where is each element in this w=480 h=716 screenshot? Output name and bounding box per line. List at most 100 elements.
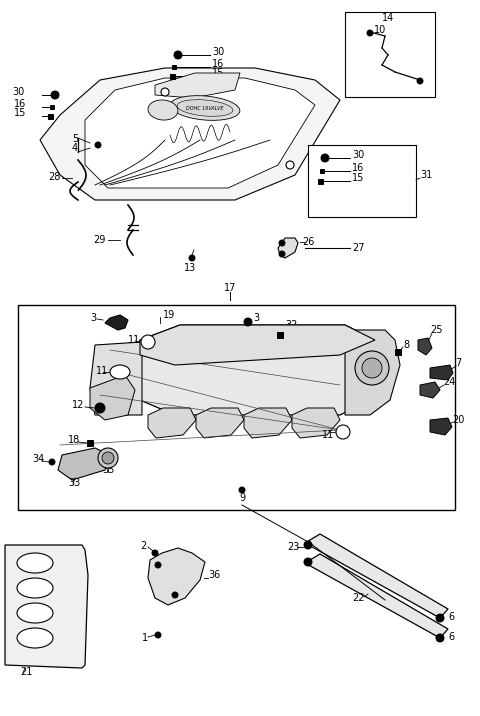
Text: 30: 30 xyxy=(212,47,224,57)
Polygon shape xyxy=(420,382,440,398)
Circle shape xyxy=(362,358,382,378)
Circle shape xyxy=(174,51,182,59)
Text: 25: 25 xyxy=(430,325,443,335)
Bar xyxy=(18,305,455,510)
Text: 17: 17 xyxy=(224,283,236,293)
Circle shape xyxy=(367,30,373,36)
Text: 12: 12 xyxy=(72,400,84,410)
Text: 16: 16 xyxy=(212,59,224,69)
Polygon shape xyxy=(40,68,340,200)
Text: 11: 11 xyxy=(322,430,334,440)
Circle shape xyxy=(279,251,285,257)
Text: 33: 33 xyxy=(68,478,80,488)
Text: 15: 15 xyxy=(352,173,364,183)
Text: 10: 10 xyxy=(374,25,386,35)
Text: 11: 11 xyxy=(96,366,108,376)
Text: 4: 4 xyxy=(72,143,78,153)
Text: 31: 31 xyxy=(420,170,432,180)
Circle shape xyxy=(304,558,312,566)
Ellipse shape xyxy=(17,603,53,623)
Polygon shape xyxy=(244,408,292,438)
Polygon shape xyxy=(345,330,400,415)
Circle shape xyxy=(417,78,423,84)
Text: 18: 18 xyxy=(68,435,80,445)
Text: 26: 26 xyxy=(302,237,314,247)
Polygon shape xyxy=(278,238,298,258)
Text: 14: 14 xyxy=(382,13,394,23)
Ellipse shape xyxy=(17,628,53,648)
Circle shape xyxy=(141,335,155,349)
Ellipse shape xyxy=(17,578,53,598)
Text: 34: 34 xyxy=(32,454,44,464)
Bar xyxy=(169,74,175,79)
Text: 6: 6 xyxy=(448,632,454,642)
Text: 36: 36 xyxy=(208,570,220,580)
Text: 13: 13 xyxy=(184,263,196,273)
Polygon shape xyxy=(155,73,240,98)
Polygon shape xyxy=(90,375,135,420)
Circle shape xyxy=(279,240,285,246)
Text: 21: 21 xyxy=(20,667,32,677)
Circle shape xyxy=(244,318,252,326)
Bar xyxy=(48,114,52,119)
Polygon shape xyxy=(105,315,128,330)
Polygon shape xyxy=(148,408,196,438)
Circle shape xyxy=(155,632,161,638)
Polygon shape xyxy=(140,325,375,365)
Ellipse shape xyxy=(177,100,233,116)
Polygon shape xyxy=(292,408,340,438)
Text: 24: 24 xyxy=(443,377,456,387)
Polygon shape xyxy=(140,325,375,415)
Text: 3: 3 xyxy=(90,313,96,323)
Text: 22: 22 xyxy=(352,593,364,603)
Circle shape xyxy=(321,154,329,162)
Polygon shape xyxy=(85,78,315,188)
Text: 19: 19 xyxy=(163,310,175,320)
Polygon shape xyxy=(430,418,452,435)
Polygon shape xyxy=(90,342,142,415)
Text: 28: 28 xyxy=(48,172,60,182)
Ellipse shape xyxy=(110,365,130,379)
Polygon shape xyxy=(305,534,448,618)
Circle shape xyxy=(49,459,55,465)
Circle shape xyxy=(161,88,169,96)
Polygon shape xyxy=(58,448,110,480)
Circle shape xyxy=(436,614,444,622)
Text: 29: 29 xyxy=(93,235,106,245)
Circle shape xyxy=(286,161,294,169)
Circle shape xyxy=(98,448,118,468)
Text: 16: 16 xyxy=(14,99,26,109)
Polygon shape xyxy=(196,408,244,438)
Text: 3: 3 xyxy=(253,313,259,323)
Circle shape xyxy=(239,487,245,493)
Text: 16: 16 xyxy=(352,163,364,173)
Text: 27: 27 xyxy=(352,243,364,253)
Circle shape xyxy=(355,351,389,385)
Text: 6: 6 xyxy=(448,612,454,622)
Circle shape xyxy=(172,592,178,598)
Polygon shape xyxy=(148,548,205,605)
Circle shape xyxy=(51,91,59,99)
Circle shape xyxy=(102,452,114,464)
Text: 8: 8 xyxy=(403,340,409,350)
Circle shape xyxy=(95,142,101,148)
Bar xyxy=(395,349,401,355)
Polygon shape xyxy=(5,545,88,668)
Circle shape xyxy=(189,255,195,261)
Polygon shape xyxy=(305,554,448,638)
Circle shape xyxy=(155,562,161,568)
Text: 32: 32 xyxy=(285,320,298,330)
Text: 1: 1 xyxy=(142,633,148,643)
Polygon shape xyxy=(418,338,432,355)
Text: 7: 7 xyxy=(455,358,461,368)
Text: 20: 20 xyxy=(452,415,464,425)
Circle shape xyxy=(95,403,105,413)
Text: 11: 11 xyxy=(128,335,140,345)
Circle shape xyxy=(304,541,312,549)
Text: 23: 23 xyxy=(287,542,300,552)
Bar xyxy=(87,440,93,446)
Circle shape xyxy=(336,425,350,439)
Ellipse shape xyxy=(17,553,53,573)
Bar xyxy=(345,12,435,97)
Polygon shape xyxy=(430,365,453,380)
